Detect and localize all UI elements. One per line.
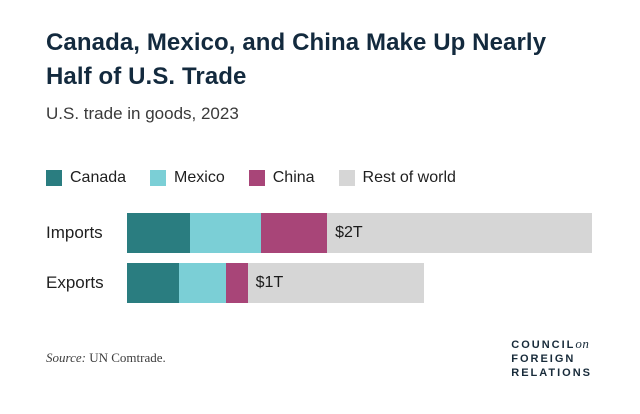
source-text: UN Comtrade. [89, 350, 166, 365]
bar-segment-china [260, 213, 328, 253]
legend-swatch-rest-of-world [338, 170, 355, 186]
chart: Imports $2T Exports $1T [46, 213, 592, 303]
cfr-logo: COUNCILon FOREIGN RELATIONS [511, 337, 592, 380]
logo-on: on [575, 336, 590, 351]
legend-label: Rest of world [362, 169, 456, 186]
legend-item-mexico: Mexico [150, 169, 225, 187]
chart-subtitle: U.S. trade in goods, 2023 [46, 104, 239, 123]
legend-swatch-mexico [150, 170, 167, 186]
legend: Canada Mexico China Rest of world [46, 169, 592, 187]
logo-line-foreign: FOREIGN [511, 353, 576, 365]
bar-segment-rest-of-world: $1T [247, 263, 425, 303]
chart-title-line1: Canada, Mexico, and China Make Up Nearly [46, 29, 547, 56]
legend-label: Mexico [174, 169, 225, 186]
logo-line-relations: RELATIONS [511, 367, 592, 379]
bar-segment-china [225, 263, 248, 303]
source-label: Source: [46, 350, 86, 365]
chart-title: Canada, Mexico, and China Make Up Nearly… [46, 26, 592, 94]
legend-label: China [272, 169, 315, 186]
legend-swatch-canada [46, 170, 62, 186]
category-label: Exports [46, 273, 104, 292]
bar-segment-canada [127, 213, 191, 253]
legend-item-canada: Canada [46, 169, 126, 187]
chart-title-line2: Half of U.S. Trade [46, 63, 247, 90]
bar-segment-mexico [190, 213, 261, 253]
bar-track: $1T [127, 263, 592, 303]
logo-line-council: COUNCILon [511, 336, 590, 352]
source-note: Source: UN Comtrade. [46, 350, 166, 366]
bar-value-label: $1T [255, 274, 284, 291]
bar-segment-canada [127, 263, 179, 303]
bar-segment-mexico [178, 263, 226, 303]
category-label: Imports [46, 223, 103, 242]
bar-track: $2T [127, 213, 592, 253]
legend-item-rest-of-world: Rest of world [338, 169, 456, 187]
bar-row-exports: Exports $1T [46, 263, 592, 303]
bar-row-imports: Imports $2T [46, 213, 592, 253]
legend-item-china: China [248, 169, 315, 187]
legend-label: Canada [70, 169, 127, 186]
legend-swatch-china [248, 170, 265, 186]
bar-segment-rest-of-world: $2T [327, 213, 592, 253]
bar-value-label: $2T [335, 224, 363, 241]
